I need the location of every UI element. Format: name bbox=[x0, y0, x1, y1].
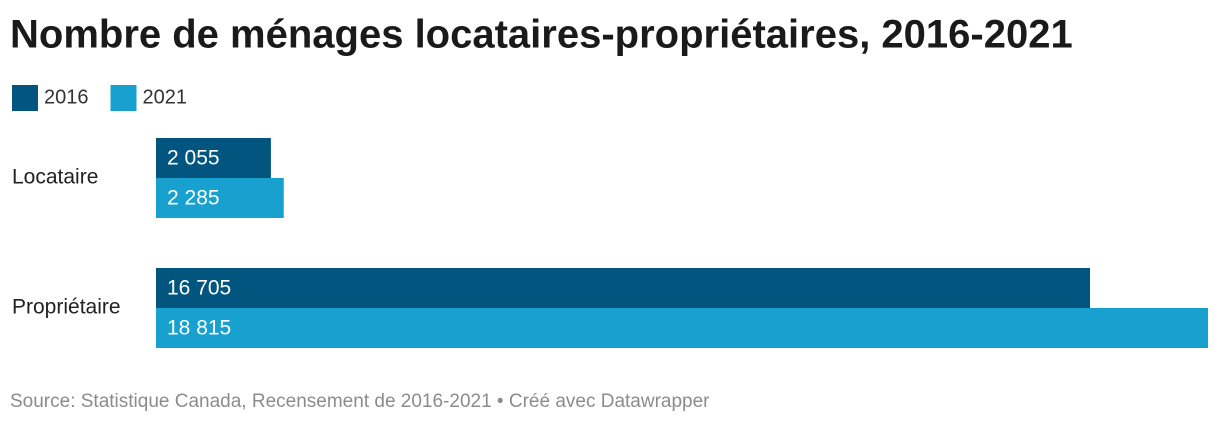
legend-label: 2021 bbox=[143, 86, 188, 108]
bar bbox=[156, 178, 284, 218]
legend-label: 2016 bbox=[44, 86, 89, 108]
bar bbox=[156, 138, 271, 178]
legend-swatch bbox=[12, 85, 38, 111]
value-label: 18 815 bbox=[167, 317, 231, 340]
category-label: Propriétaire bbox=[12, 296, 121, 319]
bar bbox=[156, 268, 1091, 308]
bar bbox=[156, 308, 1208, 348]
value-label: 2 285 bbox=[167, 187, 220, 210]
value-label: 16 705 bbox=[167, 277, 231, 300]
legend-swatch bbox=[110, 85, 137, 111]
value-label: 2 055 bbox=[167, 147, 220, 170]
chart-title: Nombre de ménages locataires-propriétair… bbox=[10, 13, 1073, 57]
source: Source: Statistique Canada, Recensement … bbox=[10, 391, 710, 412]
category-label: Locataire bbox=[12, 166, 98, 189]
